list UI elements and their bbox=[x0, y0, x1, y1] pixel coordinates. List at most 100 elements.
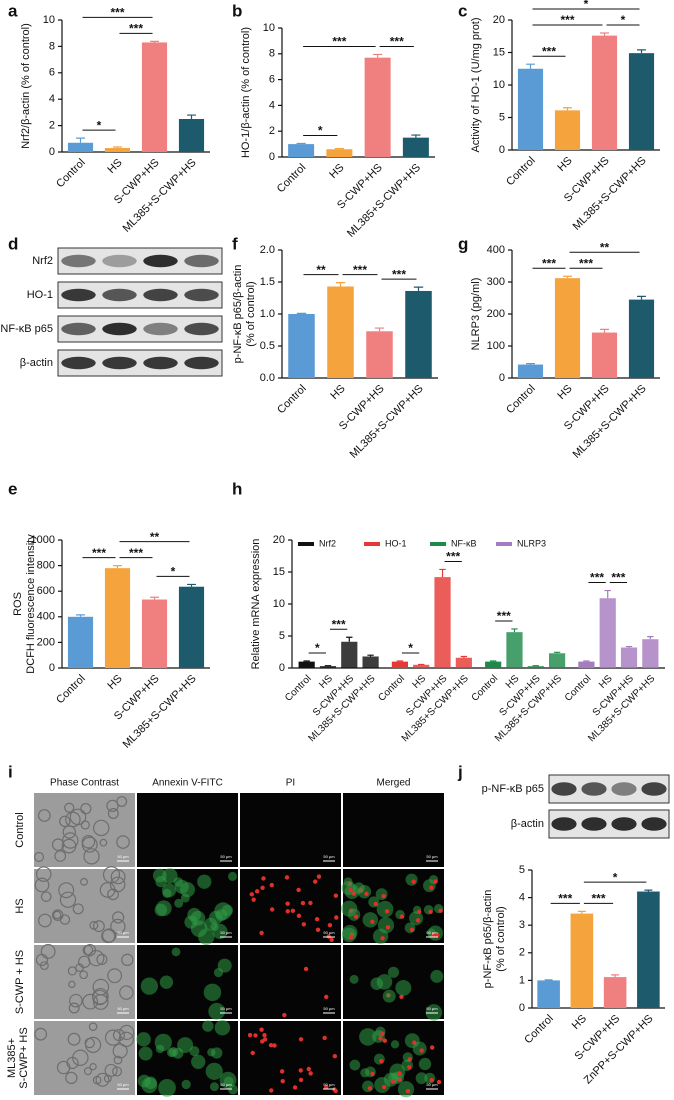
cell-red bbox=[333, 893, 339, 898]
scale-bar-label: 50 μm bbox=[220, 930, 232, 935]
row-label: Control bbox=[14, 812, 26, 847]
error-bar bbox=[544, 979, 553, 981]
error-bar bbox=[637, 49, 646, 54]
cell bbox=[110, 918, 126, 935]
cell-red bbox=[316, 874, 322, 879]
panel-letter: g bbox=[458, 234, 468, 253]
cell bbox=[81, 835, 96, 849]
column-header: Merged bbox=[377, 778, 411, 789]
cell-red bbox=[259, 930, 264, 936]
cell-red bbox=[298, 1077, 304, 1083]
cell-green bbox=[375, 1026, 386, 1037]
cell-red bbox=[416, 909, 422, 915]
cell-red bbox=[429, 885, 434, 890]
significance-label: * bbox=[315, 641, 320, 655]
error-bar bbox=[303, 660, 310, 662]
error-bar bbox=[489, 660, 497, 662]
cell-green bbox=[198, 928, 215, 946]
scale-bar-label: 50 μm bbox=[426, 1082, 438, 1087]
cell-red bbox=[308, 900, 313, 906]
cell bbox=[83, 1067, 93, 1076]
y-tick-label: 8 bbox=[269, 48, 275, 60]
cell bbox=[89, 1062, 97, 1071]
cell-red bbox=[279, 1069, 285, 1074]
cell-red bbox=[269, 1088, 274, 1093]
x-tick-label: HS bbox=[105, 157, 124, 176]
bar bbox=[434, 577, 451, 668]
cell bbox=[93, 819, 110, 837]
y-tick-label: 600 bbox=[37, 585, 55, 597]
cell-green bbox=[365, 1066, 376, 1078]
micrograph bbox=[240, 1021, 341, 1095]
x-tick-label: Control bbox=[54, 157, 88, 191]
cell bbox=[84, 1036, 102, 1053]
blot-band bbox=[61, 288, 96, 302]
blot-band bbox=[143, 254, 178, 268]
cell-red bbox=[384, 909, 390, 914]
cell-green bbox=[162, 888, 172, 899]
panel-letter: c bbox=[458, 1, 467, 20]
cell-red bbox=[397, 1071, 402, 1076]
scale-bar-label: 50 μm bbox=[323, 930, 335, 935]
cell bbox=[79, 970, 89, 980]
cell-red bbox=[301, 922, 307, 927]
blot-band bbox=[61, 322, 96, 336]
bar bbox=[554, 278, 581, 378]
cell bbox=[59, 891, 77, 908]
micrograph bbox=[343, 793, 444, 867]
x-tick-label: ML385+S-CWP+HS bbox=[571, 383, 649, 461]
cell-green bbox=[387, 966, 400, 978]
cell bbox=[80, 802, 92, 815]
y-tick-label: 1000 bbox=[31, 534, 55, 546]
cell-green bbox=[140, 977, 158, 995]
x-tick-label: HS bbox=[555, 155, 574, 174]
cell-green bbox=[373, 1053, 385, 1065]
cell-green bbox=[397, 1081, 415, 1098]
significance-label: ** bbox=[600, 240, 610, 254]
x-tick-label: Control bbox=[470, 673, 501, 704]
cell bbox=[69, 993, 83, 1008]
cell-red bbox=[308, 1071, 313, 1076]
micrograph bbox=[343, 945, 444, 1019]
cell-red bbox=[429, 1077, 434, 1083]
significance-label: *** bbox=[332, 617, 346, 631]
y-axis-label: NLRP3 (pg/ml) bbox=[470, 278, 482, 351]
significance-label: *** bbox=[560, 13, 574, 27]
bar bbox=[413, 664, 430, 668]
bar bbox=[288, 314, 315, 378]
bar bbox=[178, 119, 205, 152]
cell bbox=[112, 911, 125, 924]
bar bbox=[620, 647, 638, 668]
cell-red bbox=[260, 885, 265, 891]
cell-green bbox=[377, 917, 395, 934]
cell-red bbox=[438, 908, 443, 913]
cell bbox=[40, 944, 56, 959]
cell-red bbox=[370, 1071, 375, 1077]
panel-letter: e bbox=[8, 479, 17, 498]
cell-red bbox=[382, 1084, 387, 1090]
cell-red bbox=[332, 1053, 338, 1059]
bar bbox=[537, 980, 560, 1008]
bar bbox=[599, 598, 616, 668]
cell-green bbox=[382, 989, 396, 1003]
cell-green bbox=[214, 1019, 231, 1036]
error-bar bbox=[553, 651, 561, 654]
bar bbox=[366, 331, 393, 378]
y-tick-label: 5 bbox=[279, 630, 285, 642]
cell bbox=[56, 1060, 71, 1075]
error-bar bbox=[411, 134, 421, 138]
blot-band bbox=[102, 254, 137, 268]
cell-red bbox=[323, 1084, 329, 1090]
error-bar bbox=[296, 142, 306, 145]
cell-red bbox=[284, 875, 290, 880]
bar bbox=[364, 57, 391, 157]
scale-bar-label: 50 μm bbox=[426, 1006, 438, 1011]
significance-label: * bbox=[318, 124, 323, 138]
y-tick-label: 200 bbox=[37, 636, 55, 648]
y-tick-label: 10 bbox=[263, 22, 275, 34]
panel-letter: a bbox=[8, 1, 18, 20]
y-tick-label: 10 bbox=[273, 598, 285, 610]
cell bbox=[35, 866, 52, 882]
cell bbox=[82, 993, 99, 1010]
